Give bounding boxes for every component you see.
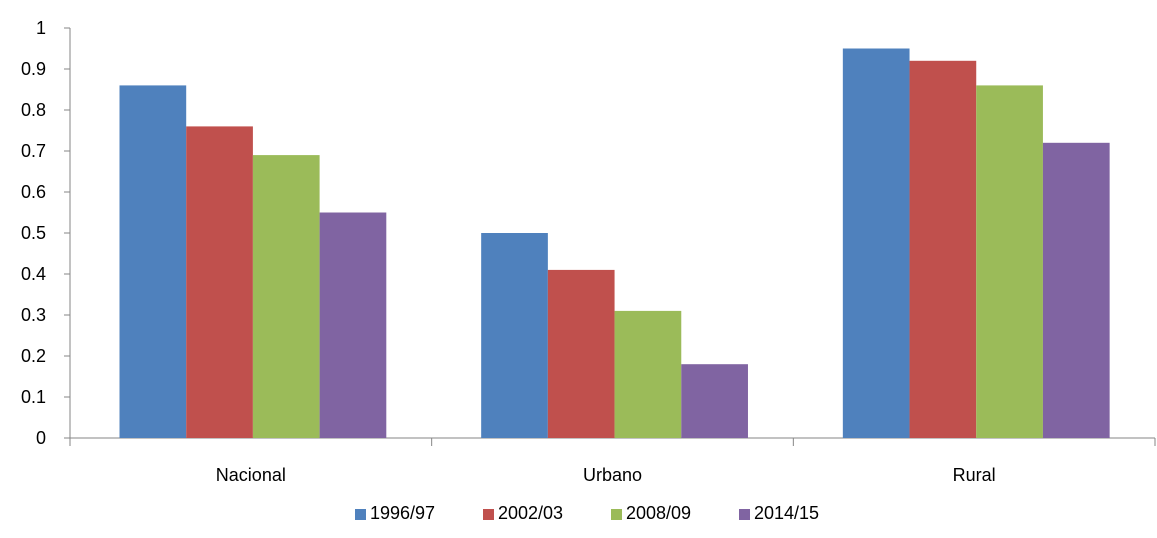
bar-rural-2002-03 [909,60,977,439]
legend-label: 1996/97 [370,503,435,523]
bar-rural-2014-15 [1042,142,1110,439]
category-label: Urbano [583,465,642,485]
bar-urbano-2008-09 [614,310,682,438]
y-axis: 0 0.1 0.2 0.3 0.4 0.5 0.6 0.7 0.8 0.9 1 [21,18,71,448]
y-tick-label: 0.9 [21,59,46,79]
legend-swatch [739,509,750,520]
y-tick-label: 0.6 [21,182,46,202]
y-tick-label: 0.4 [21,264,46,284]
x-axis: Nacional Urbano Rural [69,437,1156,485]
legend-swatch [355,509,366,520]
bar-nacional-2008-09 [252,155,320,438]
y-tick-label: 0 [36,428,46,448]
y-tick-label: 0.8 [21,100,46,120]
bar-rural-1996-97 [842,48,910,438]
bars [119,48,1110,439]
category-label: Rural [953,465,996,485]
y-tick-label: 0.2 [21,346,46,366]
bar-rural-2008-09 [976,85,1043,439]
category-label: Nacional [216,465,286,485]
bar-urbano-2014-15 [681,364,748,438]
legend-swatch [483,509,494,520]
bar-nacional-2014-15 [319,212,387,438]
bar-nacional-2002-03 [186,126,253,439]
y-tick-label: 0.7 [21,141,46,161]
y-tick-label: 0.3 [21,305,46,325]
y-tick-label: 1 [36,18,46,38]
legend-label: 2008/09 [626,503,691,523]
legend-swatch [611,509,622,520]
bar-nacional-1996-97 [119,85,187,439]
bar-urbano-1996-97 [481,233,548,438]
legend-label: 2002/03 [498,503,563,523]
y-tick-label: 0.5 [21,223,46,243]
y-tick-label: 0.1 [21,387,46,407]
legend: 1996/97 2002/03 2008/09 2014/15 [355,503,819,523]
legend-label: 2014/15 [754,503,819,523]
bar-urbano-2002-03 [547,269,615,438]
